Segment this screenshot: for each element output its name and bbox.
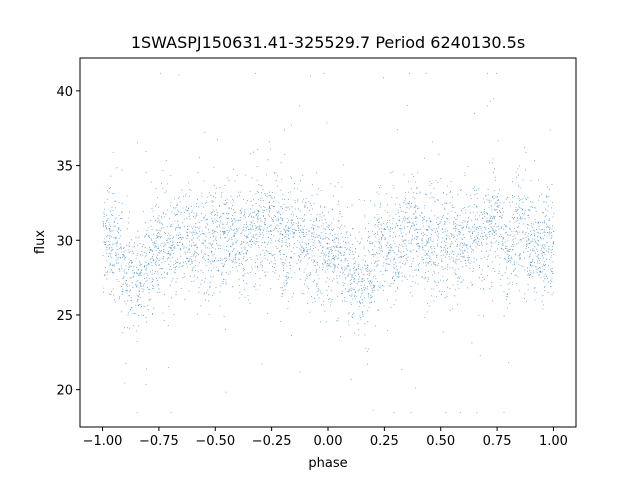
y-tick-label: 40 [56,85,73,100]
x-tick-label: −0.75 [139,434,179,449]
x-tick-label: 1.00 [539,434,568,449]
y-tick-label: 25 [56,309,73,324]
scatter-points [102,72,555,413]
x-tick-label: 0.50 [426,434,455,449]
x-axis-label: phase [308,456,347,471]
x-tick-label: 0.00 [314,434,343,449]
x-tick-label: 0.75 [483,434,512,449]
chart-title: 1SWASPJ150631.41-325529.7 Period 6240130… [131,33,525,52]
y-tick-label: 35 [56,160,73,175]
y-axis-label: flux [33,230,48,254]
y-axis-ticks: 20 25 30 35 40 [56,85,80,399]
x-axis-ticks: −1.00 −0.75 −0.50 −0.25 0.00 0.25 0.50 0.75 1.00 [83,427,568,449]
y-tick-label: 20 [56,384,73,399]
y-tick-label: 30 [56,234,73,249]
x-tick-label: −1.00 [83,434,123,449]
x-tick-label: −0.50 [195,434,235,449]
x-tick-label: −0.25 [252,434,292,449]
data-point-cloud [102,72,555,413]
x-tick-label: 0.25 [370,434,399,449]
